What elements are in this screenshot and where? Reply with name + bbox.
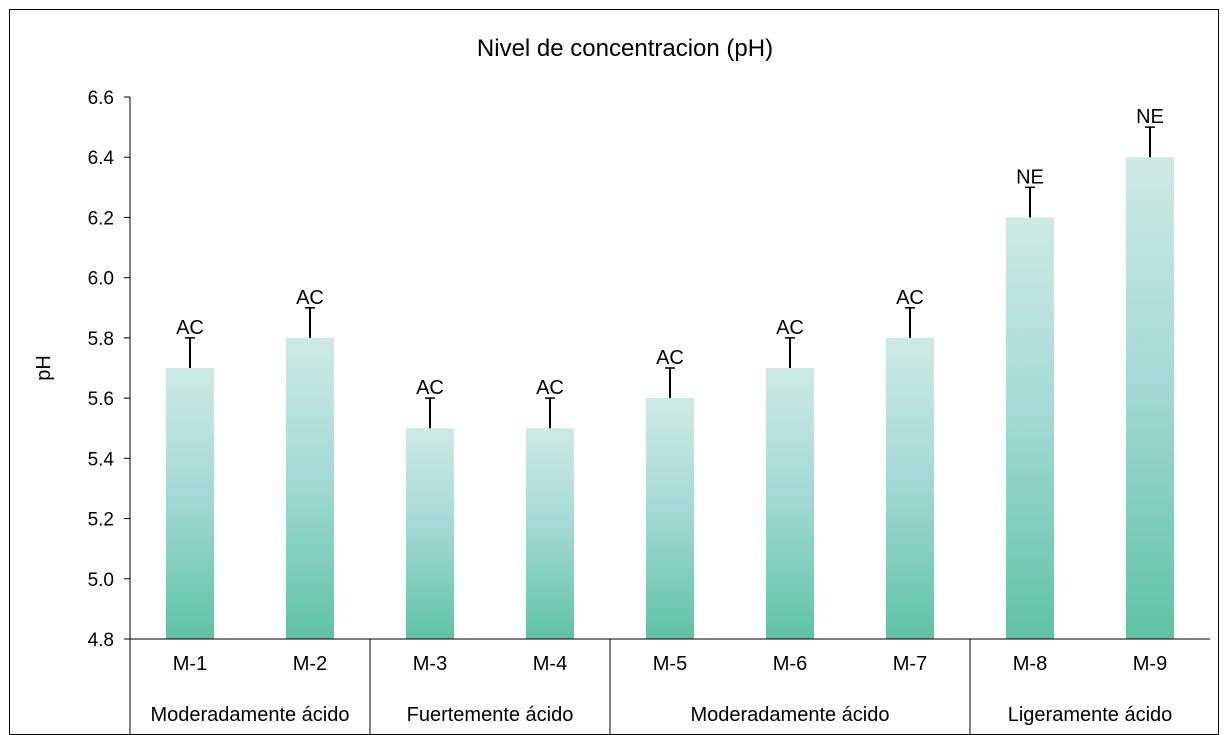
bar [526,428,574,639]
data-label: AC [896,287,924,309]
axes [124,96,1210,735]
y-tick-labels: 4.8 5.0 5.2 5.4 5.6 5.8 6.0 6.2 6.4 6.6 [88,88,115,651]
bar [1126,157,1174,639]
bar [166,368,214,639]
x-group-label: Moderadamente ácido [690,704,889,726]
error-bars [185,126,1155,429]
data-label: AC [536,377,564,399]
data-label: NE [1136,106,1164,128]
bar [406,428,454,639]
data-label: AC [176,317,204,339]
y-tick-label: 5.8 [88,329,114,350]
y-tick-label: 5.2 [88,510,114,531]
bar [1006,217,1054,639]
data-label: AC [776,317,804,339]
bar [766,368,814,639]
data-labels: AC AC AC AC AC AC AC NE NE [176,106,1164,399]
y-tick-label: 6.0 [88,269,114,290]
chart-title: Nivel de concentracion (pH) [477,35,773,62]
x-category-label: M-5 [653,653,687,675]
data-label: NE [1016,166,1044,188]
y-axis-label: pH [33,355,55,381]
y-tick-label: 6.2 [88,208,114,229]
y-tick-label: 5.4 [88,449,115,470]
x-category-label: M-1 [173,653,207,675]
x-category-label: M-4 [533,653,567,675]
x-group-label: Ligeramente ácido [1008,704,1173,726]
x-group-label: Moderadamente ácido [150,704,349,726]
bar [286,337,334,639]
x-category-label: M-3 [413,653,447,675]
data-label: AC [656,347,684,369]
data-label: AC [416,377,444,399]
x-category-label: M-9 [1133,653,1167,675]
y-tick-label: 4.8 [88,630,114,651]
y-tick-label: 5.6 [88,389,114,410]
y-tick-label: 5.0 [88,570,114,591]
data-label: AC [296,287,324,309]
bar [886,337,934,639]
x-category-labels: M-1 M-2 M-3 M-4 M-5 M-6 M-7 M-8 M-9 [173,653,1167,675]
x-category-label: M-7 [893,653,927,675]
y-tick-label: 6.4 [88,148,115,169]
x-category-label: M-6 [773,653,807,675]
x-group-label: Fuertemente ácido [407,704,574,726]
x-group-labels: Moderadamente ácido Fuertemente ácido Mode… [150,704,1172,726]
bar [646,398,694,639]
bars [166,157,1174,639]
x-category-label: M-8 [1013,653,1047,675]
y-tick-label: 6.6 [88,88,114,109]
x-category-label: M-2 [293,653,327,675]
